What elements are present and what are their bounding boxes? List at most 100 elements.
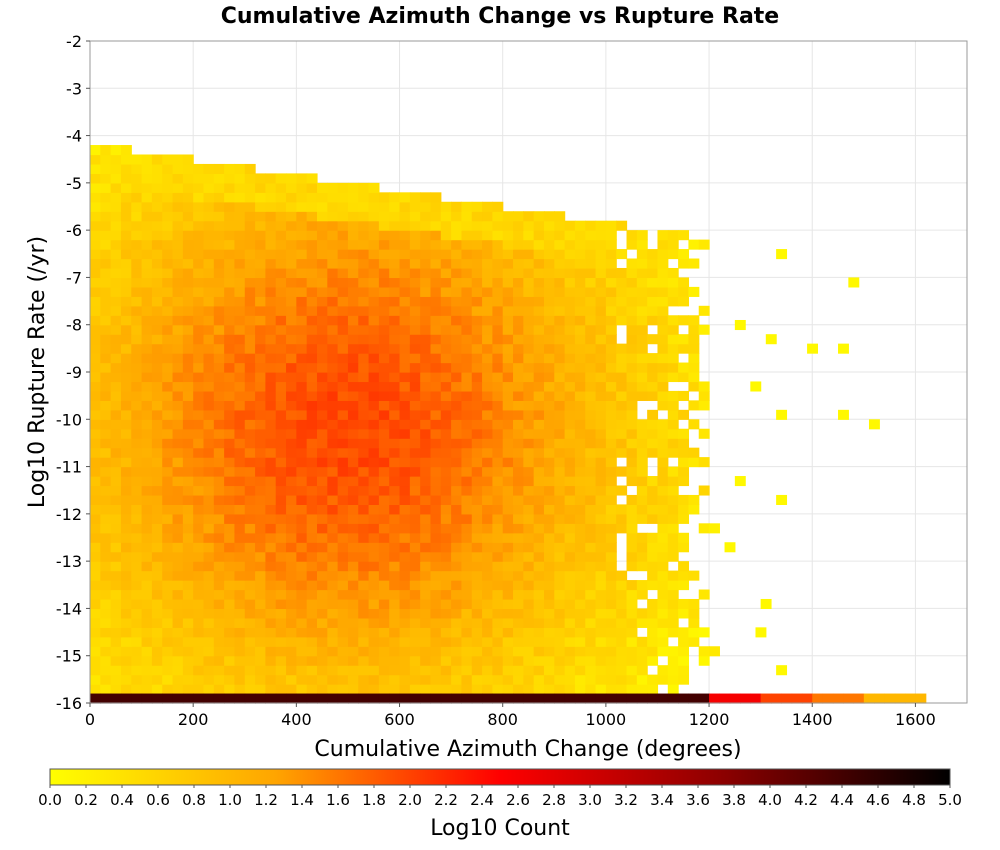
heat-cell <box>110 305 122 316</box>
heat-cell <box>244 608 256 619</box>
heat-cell <box>131 409 143 420</box>
heat-cell <box>172 646 184 657</box>
heat-cell <box>234 409 246 420</box>
heat-cell <box>368 305 380 316</box>
heat-cell <box>182 353 194 364</box>
heat-cell <box>523 513 535 524</box>
heat-cell <box>492 561 504 572</box>
heat-cell <box>100 315 112 326</box>
heat-cell <box>224 419 236 430</box>
heat-cell <box>306 324 318 335</box>
heat-cell <box>110 324 122 335</box>
heat-cell <box>430 353 442 364</box>
heat-cell <box>120 201 132 212</box>
heat-cell <box>533 655 545 666</box>
heat-cell <box>286 494 297 505</box>
heat-cell <box>193 381 205 392</box>
heat-cell <box>399 230 411 241</box>
heat-cell <box>162 485 174 496</box>
heat-cell <box>451 570 463 581</box>
heat-cell <box>90 627 101 638</box>
heat-cell <box>451 684 463 695</box>
heat-cell <box>482 239 493 250</box>
heat-cell <box>203 201 215 212</box>
heat-cell <box>626 532 638 543</box>
heat-cell <box>234 267 246 279</box>
heat-cell <box>244 201 256 212</box>
heat-cell <box>440 324 452 335</box>
heat-cell <box>234 655 246 666</box>
heat-cell <box>224 646 236 657</box>
heat-cell <box>347 684 359 695</box>
heat-cell <box>182 428 194 439</box>
heat-cell-bottom <box>626 693 638 704</box>
heat-cell <box>378 561 390 572</box>
heat-cell <box>595 665 607 676</box>
heat-cell <box>389 343 401 354</box>
heat-cell <box>389 457 401 468</box>
heat-cell <box>440 305 452 316</box>
heat-cell <box>451 561 463 572</box>
heat-cell <box>605 258 617 269</box>
heat-cell <box>275 220 287 231</box>
heat-cell <box>255 192 266 203</box>
heat-cell <box>564 277 576 288</box>
heat-cell <box>482 627 493 638</box>
heat-cell <box>451 428 463 439</box>
heat-cell <box>492 636 504 647</box>
heat-cell <box>316 580 328 591</box>
heat-cell <box>193 182 205 193</box>
heat-cell <box>564 542 576 553</box>
heat-cell <box>461 249 473 260</box>
heat-cell <box>378 523 390 534</box>
heat-cell <box>234 286 246 297</box>
heat-cell <box>657 665 669 676</box>
heat-cell <box>636 230 648 241</box>
heat-cell <box>564 655 576 666</box>
heat-cell <box>678 457 690 468</box>
heat-cell <box>90 646 101 657</box>
heat-cell <box>100 589 112 600</box>
heat-cell <box>647 447 659 458</box>
heat-cell <box>595 409 607 420</box>
heat-cell <box>182 409 194 420</box>
heat-cell <box>461 476 473 487</box>
heat-cell <box>131 476 143 487</box>
heat-cell <box>316 608 328 619</box>
heat-cell <box>657 230 669 241</box>
heat-cell <box>605 343 617 354</box>
heat-cell <box>224 513 236 524</box>
heat-cell <box>564 457 576 468</box>
heat-cell <box>667 598 679 610</box>
heat-cell <box>430 447 442 458</box>
heat-cell <box>131 504 143 515</box>
heat-cell <box>657 494 669 505</box>
heat-cell <box>193 400 205 411</box>
heat-cell-bottom <box>853 693 865 704</box>
heat-cell <box>616 589 628 600</box>
heat-cell <box>492 580 504 591</box>
heat-cell <box>275 334 287 345</box>
heat-cell <box>234 438 246 449</box>
heat-cell-bottom <box>306 693 318 704</box>
heat-cell <box>120 665 132 676</box>
heat-cell <box>368 485 380 496</box>
heat-cell <box>265 476 277 487</box>
heat-cell <box>358 419 370 430</box>
heat-cell <box>513 551 524 562</box>
heat-cell <box>389 230 401 241</box>
heat-cell <box>234 163 246 174</box>
heat-cell <box>234 315 246 326</box>
heat-cell <box>399 561 411 572</box>
heat-cell <box>172 192 184 203</box>
heat-cell <box>451 258 463 269</box>
heat-cell <box>451 646 463 657</box>
heat-cell <box>523 542 535 553</box>
heat-cell <box>347 476 359 487</box>
heat-cell <box>440 655 452 666</box>
heat-cell <box>296 570 308 581</box>
heat-cell <box>523 372 535 383</box>
heat-cell <box>471 409 483 420</box>
heat-cell <box>306 551 318 562</box>
heat-cell <box>316 589 328 600</box>
